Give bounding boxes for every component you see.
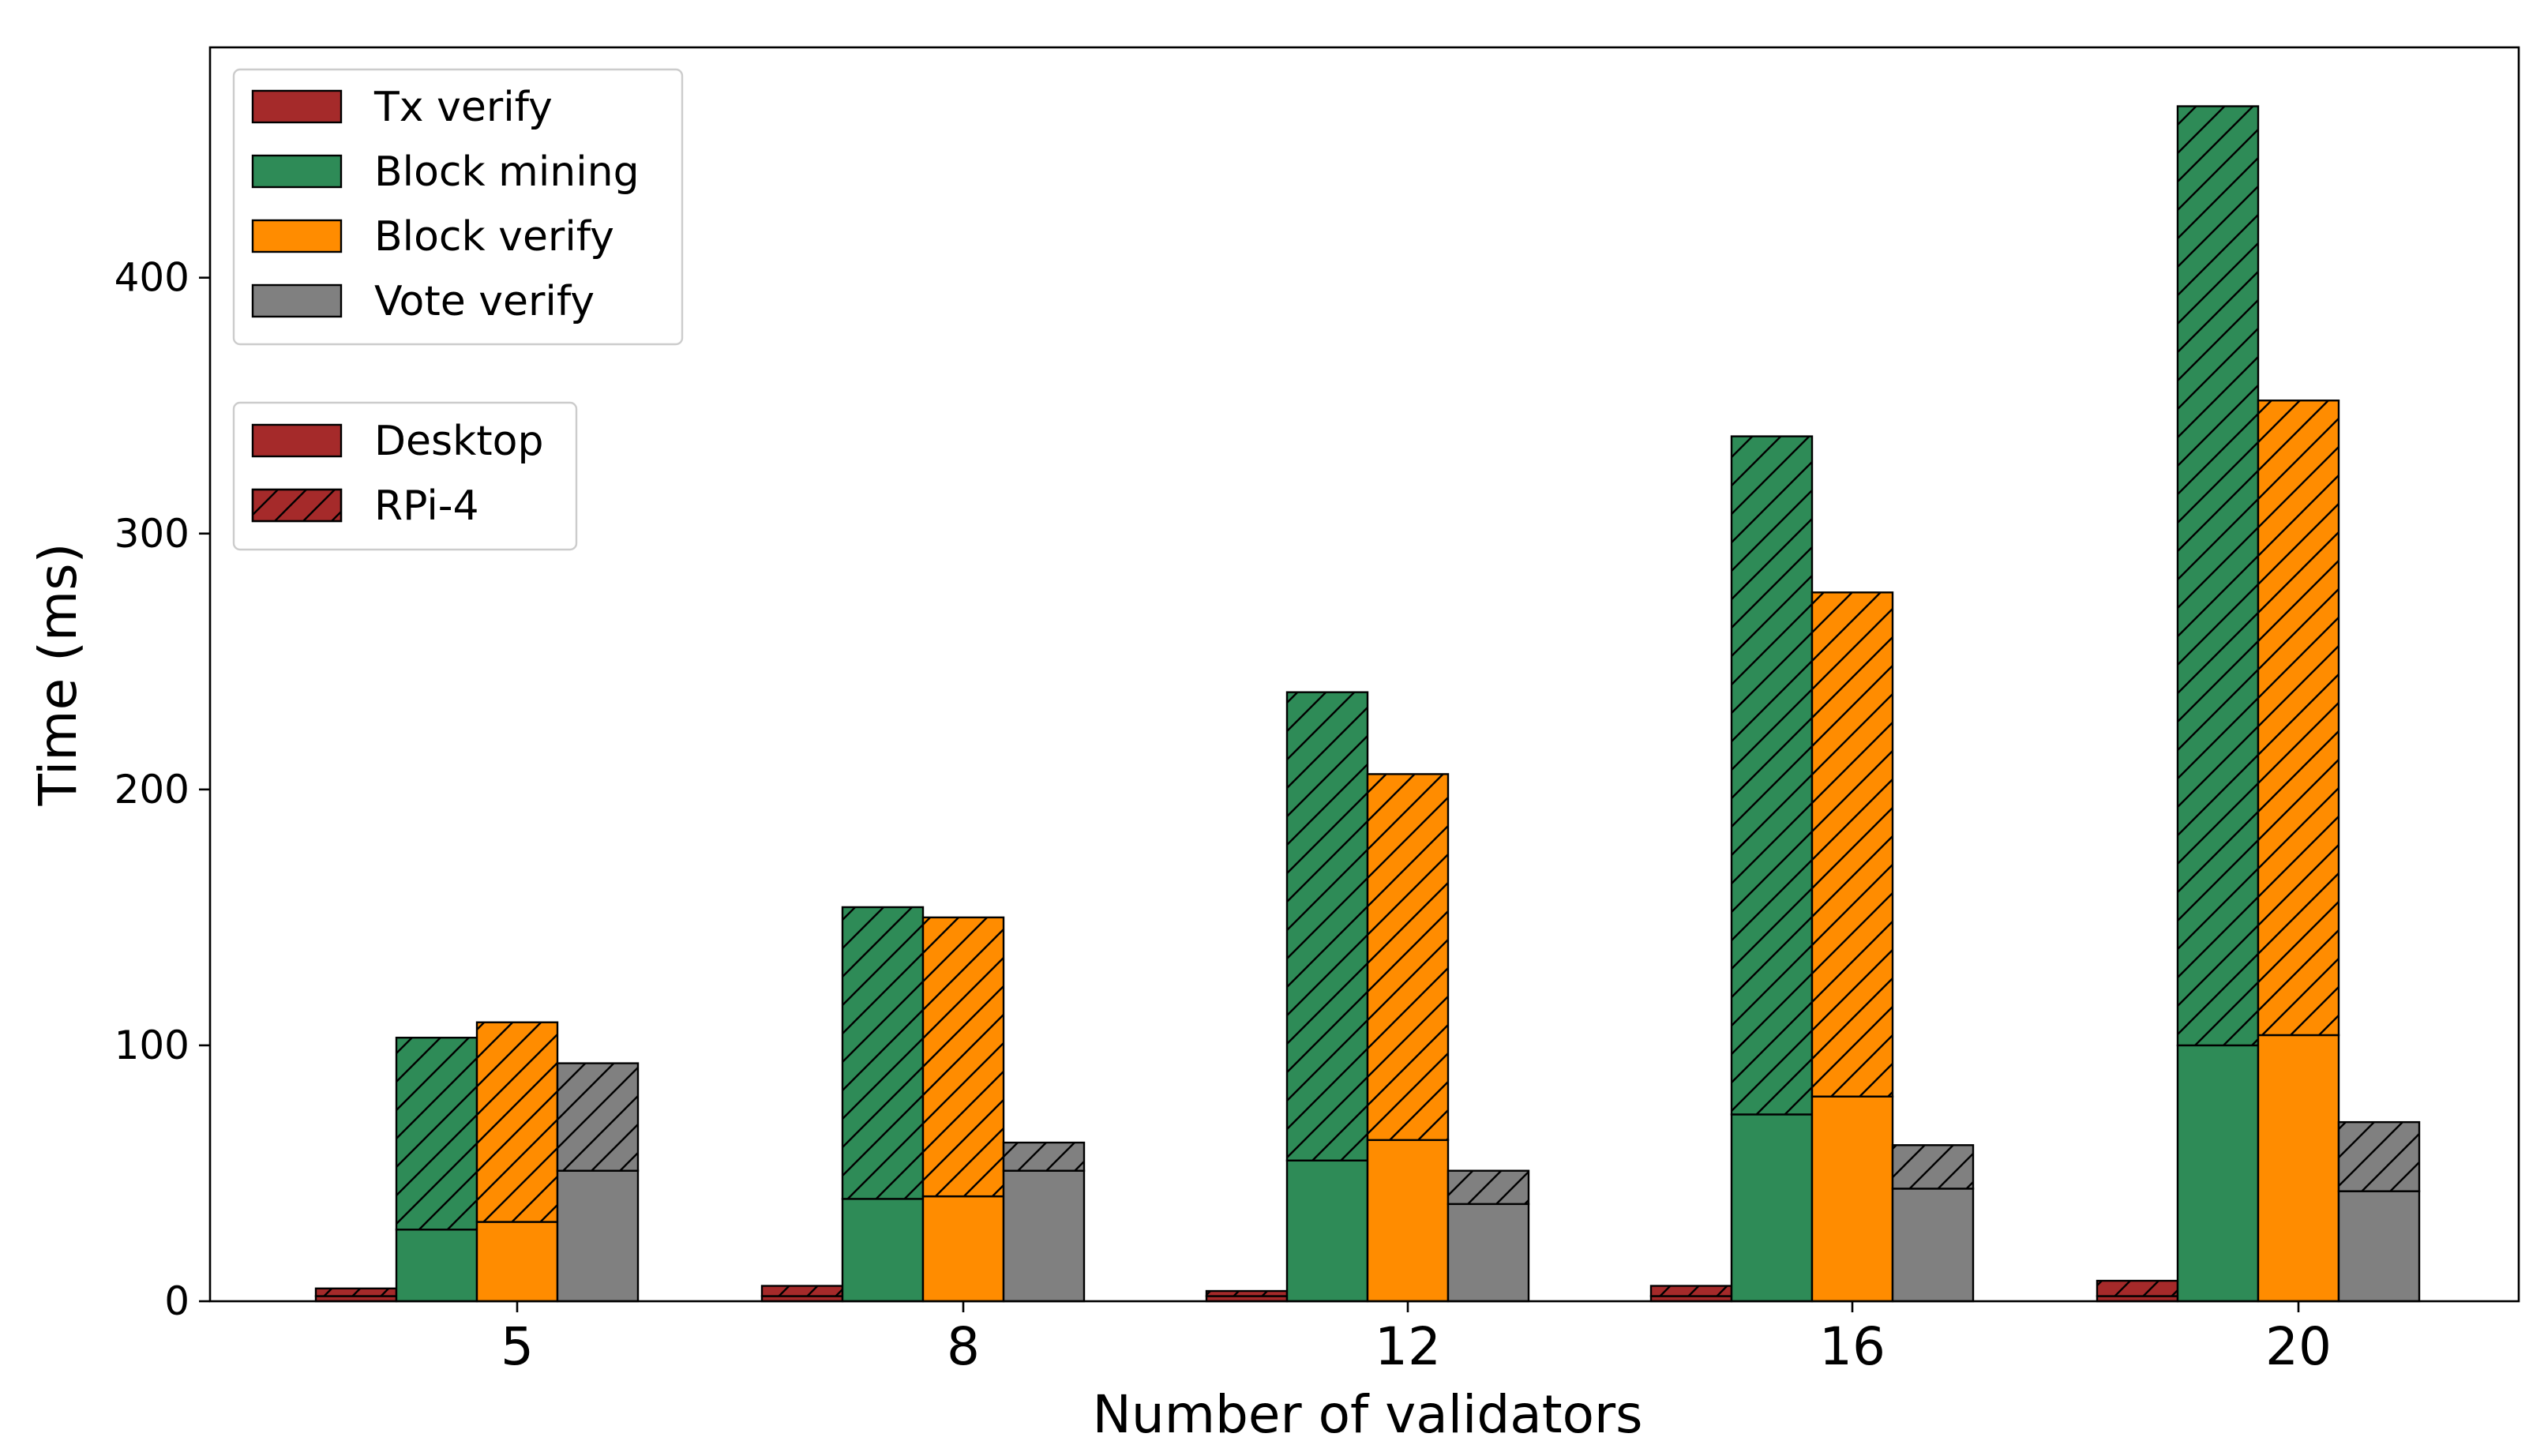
legend-swatch-vote-verify (251, 283, 343, 318)
bar-block-verify-desktop-20 (2257, 1034, 2340, 1303)
y-tick-label-0: 0 (164, 1278, 189, 1324)
x-tick-label-8: 8 (947, 1316, 980, 1377)
x-tick-label-20: 20 (2265, 1316, 2332, 1377)
x-tick-label-5: 5 (501, 1316, 534, 1377)
legend-swatch-hatch-rpi-4 (251, 488, 343, 523)
y-tick-label-300: 300 (114, 511, 189, 557)
bar-block-verify-desktop-12 (1366, 1139, 1450, 1303)
legend-label-vote-verify: Vote verify (374, 278, 595, 325)
bar-tx-verify-rpi4-12 (1205, 1289, 1289, 1297)
bar-vote-verify-rpi4-20 (2337, 1120, 2421, 1192)
bar-block-verify-desktop-16 (1810, 1095, 1894, 1303)
bar-tx-verify-rpi4-5 (314, 1287, 398, 1297)
bar-block-mining-desktop-8 (841, 1198, 925, 1303)
legend-label-tx-verify: Tx verify (373, 84, 553, 131)
bar-block-verify-desktop-5 (475, 1221, 559, 1303)
y-tick-label-100: 100 (114, 1023, 189, 1068)
x-tick-label-16: 16 (1819, 1316, 1885, 1377)
legend-label-desktop: Desktop (374, 418, 543, 465)
legend-label-block-mining: Block mining (374, 148, 640, 196)
bar-vote-verify-rpi4-16 (1891, 1144, 1975, 1190)
legend-swatch-desktop (251, 423, 343, 458)
bar-vote-verify-rpi4-12 (1446, 1169, 1530, 1206)
legend-label-block-verify: Block verify (374, 213, 614, 261)
plot-frame (208, 46, 2520, 1303)
bar-block-mining-rpi4-5 (395, 1036, 478, 1231)
bar-vote-verify-rpi4-8 (1002, 1141, 1086, 1172)
bar-block-mining-rpi4-16 (1730, 435, 1814, 1116)
legend-swatch-tx-verify (251, 89, 343, 124)
bar-block-mining-rpi4-20 (2176, 105, 2260, 1047)
y-tick-label-200: 200 (114, 767, 189, 812)
bar-block-mining-rpi4-12 (1285, 691, 1369, 1161)
bar-block-mining-desktop-16 (1730, 1113, 1814, 1303)
bar-block-mining-desktop-20 (2176, 1044, 2260, 1303)
y-tick-label-400: 400 (114, 255, 189, 301)
x-tick-label-12: 12 (1375, 1316, 1441, 1377)
bar-vote-verify-desktop-16 (1891, 1188, 1975, 1303)
bar-vote-verify-desktop-12 (1446, 1203, 1530, 1303)
bar-block-verify-rpi4-5 (475, 1021, 559, 1223)
x-axis-label: Number of validators (1093, 1384, 1643, 1445)
legend-swatch-block-verify (251, 219, 343, 253)
bar-vote-verify-desktop-5 (556, 1169, 640, 1303)
bar-block-verify-rpi4-20 (2257, 400, 2340, 1037)
bar-tx-verify-rpi4-20 (2096, 1279, 2179, 1297)
legend-label-rpi-4: RPi-4 (374, 482, 479, 530)
bar-vote-verify-desktop-8 (1002, 1169, 1086, 1303)
bar-block-mining-desktop-5 (395, 1229, 478, 1303)
y-axis-label: Time (ms) (28, 543, 88, 807)
bar-vote-verify-desktop-20 (2337, 1190, 2421, 1303)
bar-vote-verify-rpi4-5 (556, 1062, 640, 1172)
legend-swatch-block-mining (251, 154, 343, 189)
bar-block-verify-desktop-8 (921, 1195, 1005, 1303)
bar-block-mining-desktop-12 (1285, 1159, 1369, 1303)
bar-tx-verify-rpi4-8 (760, 1285, 844, 1297)
legend-metrics-box (232, 68, 684, 346)
bar-block-verify-rpi4-12 (1366, 773, 1450, 1142)
bar-tx-verify-rpi4-16 (1649, 1285, 1733, 1297)
bar-block-verify-rpi4-16 (1810, 591, 1894, 1098)
bar-block-verify-rpi4-8 (921, 916, 1005, 1198)
bar-block-mining-rpi4-8 (841, 906, 925, 1200)
